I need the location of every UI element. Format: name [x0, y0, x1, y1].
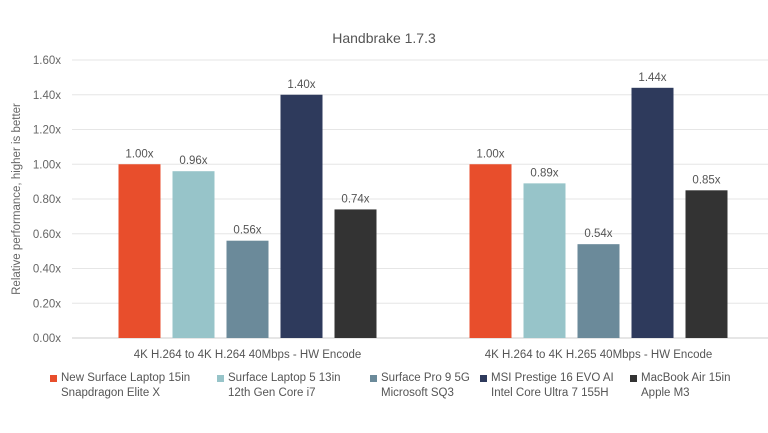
- y-tick-label: 1.00x: [33, 159, 61, 171]
- legend-label: Surface Laptop 5 13in 12th Gen Core i7: [228, 371, 341, 401]
- legend-label-line: Surface Laptop 5 13in: [228, 372, 341, 384]
- legend-label: MacBook Air 15in Apple M3: [641, 371, 731, 401]
- data-label: 0.74x: [341, 193, 369, 205]
- bar: [523, 183, 566, 338]
- legend: New Surface Laptop 15in Snapdragon Elite …: [0, 371, 768, 411]
- bar: [469, 164, 512, 338]
- legend-swatch: [50, 375, 57, 382]
- legend-swatch: [217, 375, 224, 382]
- bar: [118, 164, 161, 338]
- y-tick-label: 0.00x: [33, 333, 61, 345]
- legend-item: Surface Laptop 5 13in 12th Gen Core i7: [217, 371, 341, 401]
- bar: [631, 87, 674, 338]
- data-label: 1.44x: [638, 72, 666, 84]
- legend-label-line: New Surface Laptop 15in: [61, 372, 191, 384]
- y-tick-label: 0.40x: [33, 264, 61, 276]
- bar: [280, 94, 323, 338]
- legend-item: New Surface Laptop 15in Snapdragon Elite …: [50, 371, 190, 401]
- legend-label-line: MSI Prestige 16 EVO AI: [491, 372, 614, 384]
- y-tick-label: 1.20x: [33, 125, 61, 137]
- x-tick-label: 4K H.264 to 4K H.265 40Mbps - HW Encode: [485, 349, 713, 361]
- legend-swatch: [630, 375, 637, 382]
- y-tick-label: 1.40x: [33, 90, 61, 102]
- legend-label-line: Apple M3: [641, 387, 690, 399]
- data-label: 0.96x: [179, 155, 207, 167]
- bar: [172, 171, 215, 338]
- legend-label: New Surface Laptop 15in Snapdragon Elite …: [61, 371, 190, 401]
- bar: [334, 209, 377, 338]
- x-tick-label: 4K H.264 to 4K H.264 40Mbps - HW Encode: [134, 349, 362, 361]
- legend-label: MSI Prestige 16 EVO AI Intel Core Ultra 7…: [491, 371, 614, 401]
- legend-label: Surface Pro 9 5G Microsoft SQ3: [381, 371, 470, 401]
- data-label: 0.89x: [530, 167, 558, 179]
- legend-label-line: Intel Core Ultra 7 155H: [491, 387, 609, 399]
- data-label: 1.00x: [476, 148, 504, 160]
- legend-item: MSI Prestige 16 EVO AI Intel Core Ultra 7…: [480, 371, 614, 401]
- legend-item: Surface Pro 9 5G Microsoft SQ3: [370, 371, 470, 401]
- chart-title: Handbrake 1.7.3: [332, 30, 436, 46]
- bar: [226, 240, 269, 338]
- bar: [685, 190, 728, 338]
- data-label: 1.40x: [287, 79, 315, 91]
- data-label: 0.85x: [692, 174, 720, 186]
- y-tick-label: 1.60x: [33, 55, 61, 67]
- legend-item: MacBook Air 15in Apple M3: [630, 371, 731, 401]
- legend-label-line: Surface Pro 9 5G: [381, 372, 470, 384]
- y-tick-label: 0.20x: [33, 298, 61, 310]
- data-label: 0.54x: [584, 228, 612, 240]
- y-tick-label: 0.60x: [33, 229, 61, 241]
- legend-label-line: Microsoft SQ3: [381, 387, 454, 399]
- y-axis-label: Relative performance, higher is better: [11, 103, 23, 295]
- data-label: 0.56x: [233, 225, 261, 237]
- legend-swatch: [370, 375, 377, 382]
- legend-swatch: [480, 375, 487, 382]
- legend-label-line: 12th Gen Core i7: [228, 387, 316, 399]
- data-label: 1.00x: [125, 148, 153, 160]
- legend-label-line: Snapdragon Elite X: [61, 387, 161, 399]
- bar: [577, 244, 620, 338]
- legend-label-line: MacBook Air 15in: [641, 372, 731, 384]
- y-tick-label: 0.80x: [33, 194, 61, 206]
